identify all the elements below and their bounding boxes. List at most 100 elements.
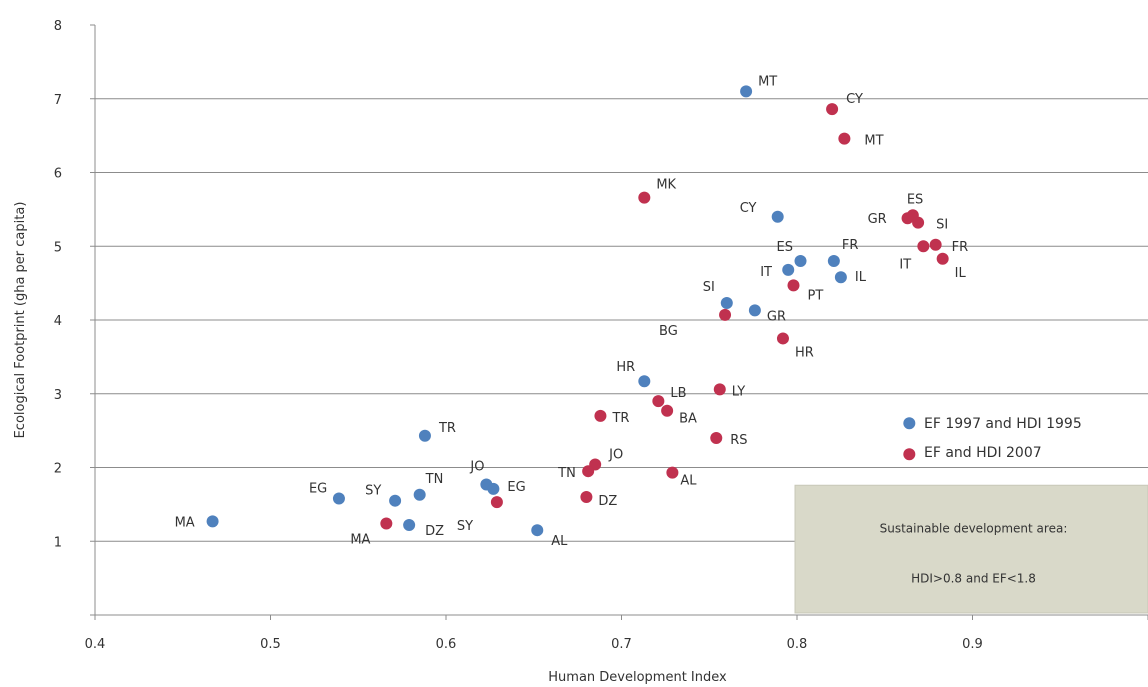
point-label: IT [760, 265, 772, 280]
point-marker [490, 496, 503, 509]
point-label: LY [732, 384, 746, 399]
point-marker [413, 488, 426, 501]
point-marker [838, 132, 851, 145]
point-marker [666, 466, 679, 479]
x-tick-label: 0.6 [436, 637, 457, 652]
y-tick-label: 2 [54, 462, 62, 477]
point-marker [594, 409, 607, 422]
x-tick-label: 0.5 [260, 637, 281, 652]
point-label: BA [679, 412, 697, 427]
point-marker [389, 494, 402, 507]
point-marker [901, 212, 914, 225]
point-marker [740, 85, 753, 98]
point-marker [827, 255, 840, 267]
data-points: MT CY ES FR IT IL SI GR HR TR JO EG SY TN EG MA DZ AL CY MT… [175, 74, 969, 549]
point-marker [929, 238, 942, 251]
legend-label: EF and HDI 2007 [924, 445, 1042, 461]
point-label: MT [758, 74, 777, 89]
point-label: TR [438, 421, 456, 436]
point-marker [713, 383, 726, 396]
point-marker [782, 263, 795, 276]
point-label: AL [680, 474, 697, 489]
point-marker [834, 271, 847, 284]
point-marker [380, 517, 393, 530]
point-label: DZ [598, 494, 617, 509]
point-label: SY [365, 484, 381, 499]
point-label: JO [469, 459, 484, 474]
point-marker [531, 524, 544, 537]
point-marker [206, 515, 219, 528]
point-label: ES [907, 192, 923, 207]
y-tick-label: 1 [54, 535, 62, 550]
sustainable-area-criteria: HDI>0.8 and EF<1.8 [911, 571, 1036, 585]
point-label: SI [936, 218, 948, 233]
gridlines [95, 98, 1148, 542]
axes [90, 24, 1148, 620]
x-tick-label: 0.9 [962, 637, 983, 652]
point-marker [771, 210, 784, 223]
point-label: SY [457, 519, 473, 534]
point-marker [787, 279, 800, 292]
point-label: GR [868, 212, 887, 227]
point-marker [638, 375, 651, 388]
point-marker [917, 240, 930, 253]
sustainable-area-title: Sustainable development area: [880, 521, 1068, 535]
point-label: MT [864, 134, 883, 149]
point-marker [582, 465, 595, 478]
point-marker [710, 432, 723, 444]
point-marker [748, 304, 761, 317]
point-label: IL [955, 266, 967, 281]
point-label: ES [777, 240, 793, 255]
point-marker [418, 429, 431, 442]
legend: EF 1997 and HDI 1995 EF and HDI 2007 [924, 416, 1082, 461]
y-tick-label: 3 [54, 388, 62, 403]
x-tick-label: 0.7 [611, 637, 632, 652]
y-axis-label: Ecological Footprint (gha per capita) [13, 202, 28, 439]
y-tick-label: 6 [54, 167, 62, 182]
y-tick-label: 4 [54, 314, 62, 329]
point-label: MA [350, 533, 370, 548]
point-label: HR [795, 345, 814, 360]
point-marker [403, 519, 416, 532]
point-label: PT [807, 288, 823, 303]
point-marker [652, 395, 665, 408]
point-marker [903, 417, 916, 430]
point-label: DZ [425, 524, 444, 539]
point-marker [912, 216, 925, 229]
point-label: TR [611, 411, 629, 426]
point-label: GR [767, 309, 786, 324]
legend-label: EF 1997 and HDI 1995 [924, 416, 1082, 432]
point-label: IT [899, 257, 911, 272]
point-label: RS [730, 433, 747, 448]
point-label: SI [703, 280, 715, 295]
point-marker [332, 492, 345, 505]
point-label: IL [855, 270, 867, 285]
sustainable-area: Sustainable development area: HDI>0.8 an… [794, 484, 1148, 614]
point-label: TN [557, 466, 576, 481]
point-label: FR [952, 240, 969, 255]
point-marker [903, 448, 916, 461]
point-label: CY [740, 201, 757, 216]
point-marker [826, 103, 839, 116]
point-marker [580, 491, 593, 503]
point-label: MK [656, 178, 676, 193]
point-label: HR [616, 360, 635, 375]
point-label: JO [608, 448, 623, 463]
x-tick-label: 0.4 [85, 637, 106, 652]
x-tick-label: 0.8 [787, 637, 808, 652]
point-label: EG [309, 481, 327, 496]
point-marker [936, 252, 949, 265]
tick-labels: 0.4 0.5 0.6 0.7 0.8 0.9 1 2 3 4 5 6 7 8 [54, 19, 983, 652]
y-tick-label: 5 [54, 240, 62, 255]
point-label: CY [846, 92, 863, 107]
point-marker [719, 308, 732, 321]
x-axis-label: Human Development Index [548, 670, 727, 685]
point-label: BG [659, 324, 678, 339]
point-marker [720, 297, 733, 310]
sustainable-area-box [794, 484, 1148, 614]
point-marker [638, 191, 651, 204]
point-label: AL [551, 534, 568, 549]
point-marker [776, 332, 789, 345]
y-tick-label: 7 [54, 93, 62, 108]
